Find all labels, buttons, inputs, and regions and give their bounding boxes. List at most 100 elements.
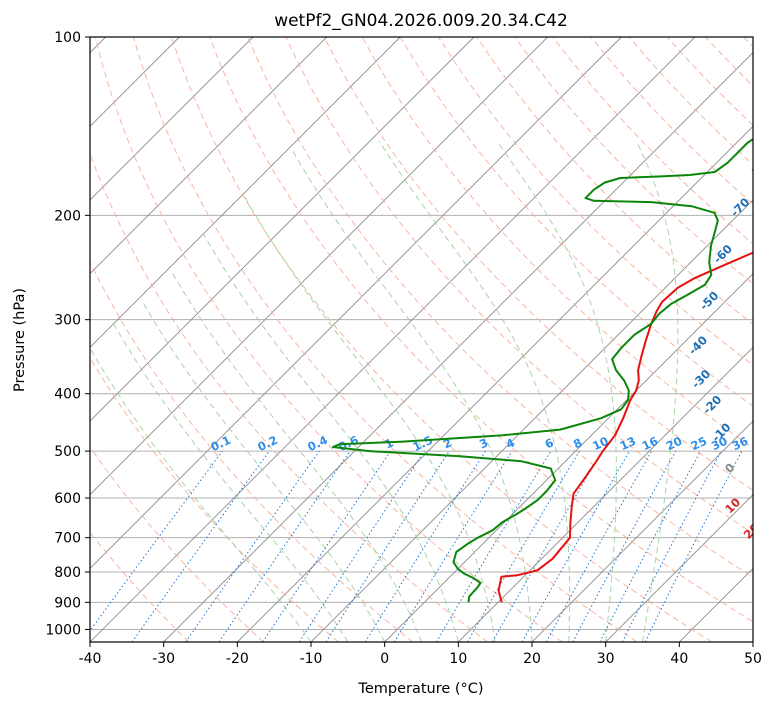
- mixing-ratio-label: 30: [709, 434, 729, 453]
- chart-title: wetPf2_GN04.2026.009.20.34.C42: [274, 11, 568, 31]
- dry-adiabat-label: -90: [763, 108, 775, 133]
- y-tick-label: 900: [54, 595, 81, 611]
- moist-adiabat-line: [90, 347, 312, 642]
- dry-adiabat-label: -100: [758, 59, 775, 89]
- mixing-ratio-line: [545, 450, 653, 642]
- isotherm-line: [384, 273, 753, 642]
- x-axis-title: Temperature (°C): [357, 681, 483, 697]
- dry-adiabat-line: [437, 37, 753, 366]
- isotherm-line: [163, 52, 753, 642]
- y-tick-label: 200: [54, 208, 81, 224]
- mixing-ratio-line: [262, 450, 392, 642]
- mixing-ratio-line: [364, 450, 486, 642]
- isotherm-line: [605, 494, 753, 642]
- dry-adiabat-line: [590, 37, 753, 205]
- mixing-ratio-line: [185, 450, 320, 642]
- dry-adiabat-line: [90, 152, 488, 642]
- dry-adiabat-line: [323, 37, 753, 491]
- isotherm-line: [90, 37, 401, 348]
- x-tick-label: 40: [670, 651, 688, 667]
- isotherm-line: [752, 641, 753, 642]
- grid-layer: 0.1 0.2 0.4 0.6 1 1.5 2 3 4 6 8 10 13 16 20 25 30 36-100-…: [90, 37, 775, 642]
- series-layer: [331, 137, 753, 603]
- mixing-ratio-line: [435, 450, 552, 642]
- moist-adiabat-line: [378, 141, 571, 642]
- dry-adiabat-label: 20: [741, 521, 762, 542]
- dry-adiabat-label: -80: [746, 151, 771, 176]
- dry-adiabat-line: [552, 37, 753, 245]
- moist-adiabat-line: [635, 141, 679, 642]
- temperature-line: [497, 251, 753, 603]
- x-tick-label: 0: [380, 651, 389, 667]
- isotherm-line: [458, 346, 753, 642]
- y-tick-label: 1000: [45, 622, 81, 638]
- y-tick-label: 100: [54, 30, 81, 46]
- moist-adiabat-line: [243, 195, 496, 642]
- isotherm-line: [90, 37, 327, 275]
- y-tick-label: 500: [54, 444, 81, 460]
- dry-adiabat-line: [514, 37, 753, 285]
- dry-adiabat-line: [132, 37, 638, 642]
- y-tick-label: 600: [54, 491, 81, 507]
- y-axis-title: Pressure (hPa): [12, 288, 28, 392]
- dry-adiabat-line: [90, 260, 414, 642]
- y-tick-label: 700: [54, 531, 81, 547]
- dry-adiabat-label: 40: [766, 580, 775, 601]
- mixing-ratio-label: 20: [664, 434, 684, 453]
- dry-adiabat-label: -30: [689, 367, 714, 392]
- dry-adiabat-line: [285, 37, 753, 535]
- dry-adiabat-line: [209, 37, 753, 623]
- moist-adiabat-line: [171, 272, 422, 642]
- dry-adiabat-label: -20: [700, 392, 725, 417]
- mixing-ratio-line: [131, 450, 270, 642]
- dry-adiabat-line: [94, 37, 563, 642]
- isotherm-line: [90, 37, 475, 422]
- dry-adiabat-label: -70: [728, 195, 753, 220]
- dry-adiabat-line: [171, 37, 712, 642]
- mixing-ratio-line: [298, 450, 425, 642]
- mixing-ratio-line: [644, 450, 743, 642]
- x-tick-label: -30: [152, 651, 175, 667]
- mixing-ratio-label: 6: [543, 435, 556, 451]
- moist-adiabat-line: [113, 323, 349, 642]
- y-tick-label: 800: [54, 565, 81, 581]
- mixing-ratio-line: [572, 450, 677, 642]
- mixing-ratio-label: 16: [640, 434, 660, 453]
- dry-adiabat-line: [743, 37, 753, 48]
- x-tick-label: -20: [226, 651, 249, 667]
- dry-adiabat-line: [90, 446, 264, 642]
- isotherm-line: [90, 37, 696, 642]
- mixing-ratio-label: 25: [689, 434, 709, 453]
- dry-adiabat-line: [666, 37, 753, 126]
- mixing-ratio-line: [325, 450, 450, 642]
- isotherm-line: [90, 37, 622, 569]
- x-tick-label: 10: [449, 651, 467, 667]
- dry-adiabat-label: -40: [686, 333, 711, 358]
- isotherm-line: [90, 37, 548, 496]
- dry-adiabat-label: 30: [750, 552, 771, 573]
- x-tick-label: 20: [523, 651, 541, 667]
- mixing-ratio-label: 36: [730, 434, 750, 453]
- moist-adiabat-line: [291, 149, 533, 642]
- dry-adiabat-line: [476, 37, 753, 325]
- mixing-ratio-line: [218, 450, 351, 642]
- mixing-ratio-line: [90, 450, 223, 632]
- moist-adiabat-line: [496, 141, 617, 642]
- mixing-ratio-label: 13: [618, 434, 638, 453]
- axes-layer: -40 -30 -20 -10 0 10 20 30 40 5010020030040050060…: [45, 30, 762, 667]
- x-tick-label: -40: [79, 651, 102, 667]
- dry-adiabat-line: [247, 37, 753, 578]
- mixing-ratio-line: [393, 450, 513, 642]
- moist-adiabat-line: [203, 233, 459, 642]
- moist-adiabat-line: [142, 301, 386, 642]
- plot-frame: [89, 36, 754, 643]
- dry-adiabat-line: [704, 37, 753, 87]
- mixing-ratio-line: [521, 450, 630, 642]
- y-tick-label: 400: [54, 387, 81, 403]
- x-tick-label: -10: [300, 651, 323, 667]
- isotherm-line: [531, 420, 753, 642]
- dewpoint-line: [331, 137, 753, 603]
- isotherm-line: [237, 125, 753, 642]
- dry-adiabat-line: [90, 356, 339, 642]
